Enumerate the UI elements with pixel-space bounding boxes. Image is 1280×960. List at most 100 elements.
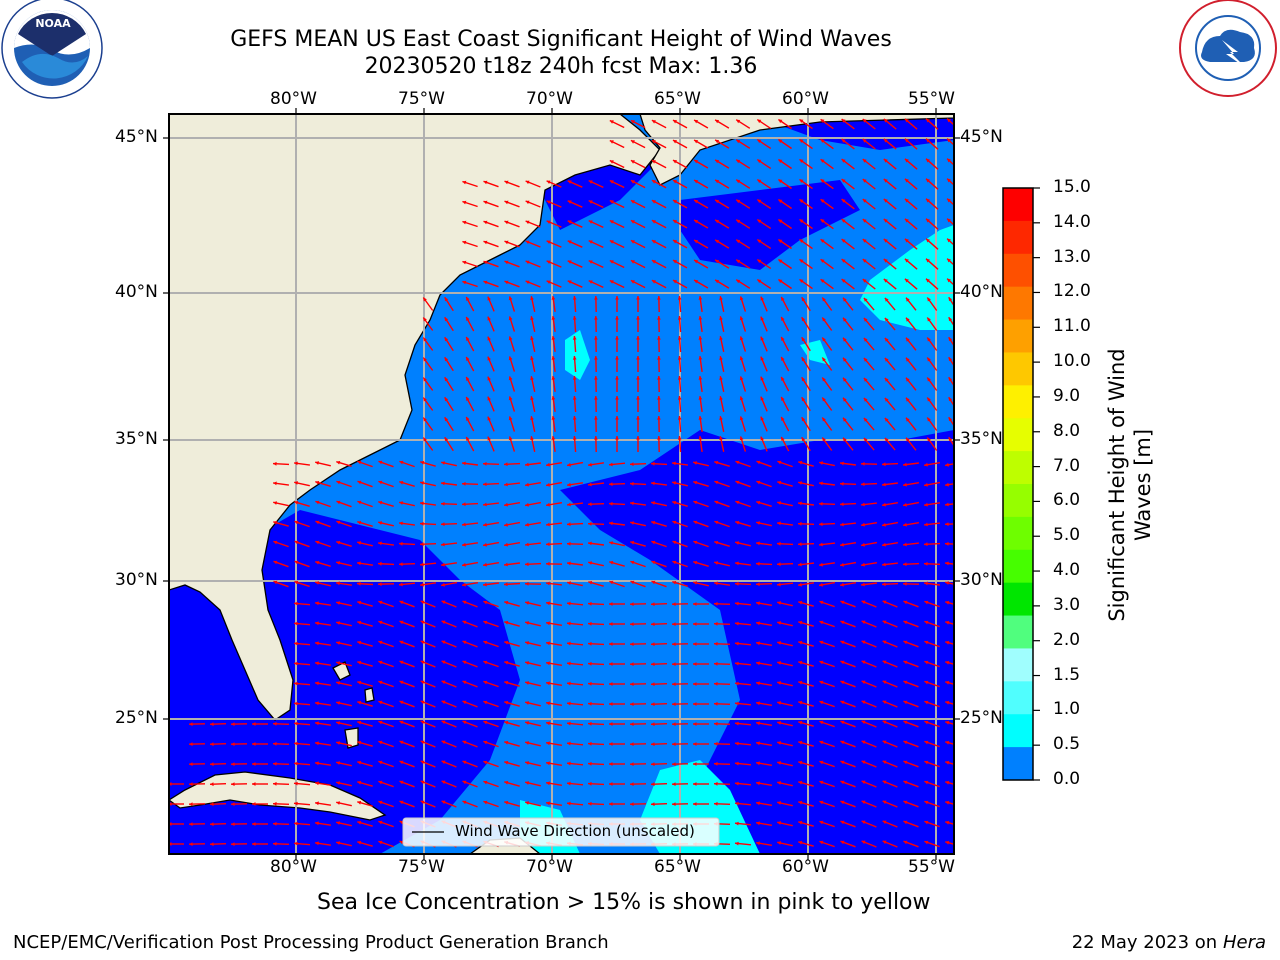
- wind-arrow: [524, 482, 542, 487]
- wind-arrow: [924, 680, 940, 688]
- wind-arrow: [357, 800, 373, 807]
- wind-arrow: [714, 460, 730, 467]
- wind-arrow: [336, 801, 352, 807]
- wind-arrow: [693, 239, 709, 249]
- wind-arrow: [798, 700, 814, 707]
- wind-arrow: [797, 582, 815, 587]
- wind-arrow: [462, 461, 478, 466]
- wind-arrow: [651, 119, 667, 129]
- wind-arrow: [504, 680, 520, 687]
- wind-arrow: [735, 561, 751, 566]
- wind-arrow: [567, 581, 583, 587]
- wind-arrow: [462, 720, 478, 728]
- wind-arrow: [693, 560, 709, 567]
- wind-arrow: [777, 781, 793, 787]
- wind-arrow: [398, 582, 416, 587]
- wind-arrow: [609, 119, 625, 129]
- wind-arrow: [756, 219, 772, 229]
- wind-arrow: [760, 296, 768, 312]
- map-area: [169, 114, 954, 854]
- wind-arrow: [650, 742, 668, 747]
- wind-arrow: [462, 680, 478, 688]
- wind-arrow: [799, 178, 813, 190]
- wind-arrow: [636, 296, 640, 312]
- wind-arrow: [778, 278, 792, 290]
- wind-arrow: [608, 482, 626, 487]
- wind-arrow: [798, 501, 814, 506]
- wind-arrow: [777, 681, 793, 687]
- wind-arrow: [630, 139, 646, 149]
- colorbar-tick-label: 7.0: [1053, 455, 1081, 476]
- wind-arrow: [903, 680, 919, 688]
- wind-arrow: [884, 397, 896, 411]
- wind-arrow: [903, 600, 919, 608]
- wind-arrow: [378, 660, 394, 668]
- wind-arrow: [530, 416, 536, 432]
- wind-arrow: [819, 840, 835, 848]
- wind-arrow: [905, 337, 917, 351]
- wind-arrow: [904, 238, 918, 250]
- wind-arrow: [672, 580, 688, 587]
- wind-arrow: [545, 561, 563, 566]
- wind-arrow: [776, 541, 794, 546]
- wind-arrow: [820, 178, 834, 190]
- wind-arrow: [902, 482, 920, 487]
- wind-arrow: [420, 640, 436, 648]
- wind-arrow: [419, 542, 437, 547]
- wind-arrow: [735, 139, 751, 149]
- wind-arrow: [924, 800, 940, 808]
- wind-arrow: [503, 582, 521, 587]
- wind-arrow: [566, 661, 584, 666]
- wind-arrow: [693, 602, 709, 606]
- wind-arrow: [778, 218, 792, 230]
- wind-arrow: [441, 700, 457, 708]
- wind-arrow: [863, 437, 875, 451]
- wind-arrow: [903, 840, 919, 848]
- wind-arrow: [819, 680, 835, 688]
- wind-arrow: [461, 542, 479, 547]
- wind-arrow: [566, 541, 584, 546]
- wind-arrow: [609, 662, 625, 666]
- lat-label-right: 25°N: [960, 708, 1003, 728]
- wind-arrow: [572, 375, 577, 393]
- wind-arrow: [293, 821, 311, 826]
- wind-arrow: [545, 681, 563, 686]
- colorbar-tick-label: 10.0: [1053, 351, 1091, 372]
- wind-arrow: [657, 395, 661, 413]
- wind-arrow: [525, 801, 541, 807]
- wind-arrow: [777, 661, 793, 667]
- colorbar-tick-label: 1.0: [1053, 699, 1081, 720]
- wind-arrow: [820, 118, 834, 130]
- wind-arrow: [862, 238, 876, 250]
- wind-arrow: [778, 258, 792, 270]
- wind-arrow: [819, 700, 835, 708]
- wind-arrow: [630, 219, 646, 229]
- wind-arrow: [209, 802, 227, 807]
- wind-arrow: [904, 218, 918, 230]
- wind-arrow: [904, 118, 918, 130]
- wind-arrow: [336, 701, 352, 707]
- wind-arrow: [504, 260, 520, 268]
- wind-arrow: [609, 782, 625, 786]
- wind-arrow: [882, 740, 898, 748]
- wind-arrow: [841, 238, 855, 250]
- wind-arrow: [546, 522, 562, 527]
- wind-arrow: [672, 199, 688, 209]
- wind-arrow: [677, 395, 682, 413]
- wind-arrow: [719, 356, 725, 372]
- wind-arrow: [465, 396, 475, 412]
- wind-arrow: [714, 540, 730, 547]
- wind-arrow: [465, 356, 475, 372]
- wind-arrow: [609, 762, 625, 766]
- wind-arrow: [572, 295, 577, 313]
- wind-arrow: [760, 356, 768, 372]
- wind-arrow: [483, 502, 499, 507]
- wind-arrow: [755, 741, 773, 746]
- wind-arrow: [462, 760, 478, 768]
- wind-arrow: [630, 239, 646, 249]
- wind-arrow: [508, 376, 516, 392]
- wind-arrow: [760, 416, 768, 432]
- wind-arrow: [482, 541, 500, 547]
- wind-arrow: [609, 159, 625, 169]
- wind-arrow: [314, 821, 332, 826]
